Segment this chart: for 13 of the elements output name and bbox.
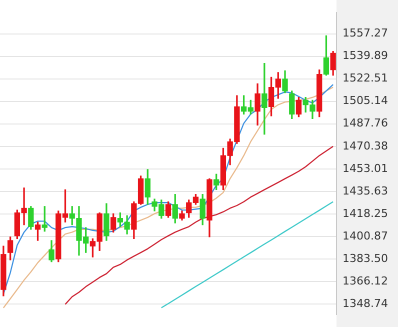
y-tick-label: 1348.74 — [342, 296, 388, 310]
y-tick-label: 1522.51 — [342, 72, 388, 85]
y-tick-label: 1539.89 — [342, 49, 388, 62]
y-tick-label: 1487.76 — [342, 116, 388, 130]
y-tick-label: 1366.12 — [342, 274, 388, 288]
y-tick-label: 1435.63 — [342, 184, 388, 198]
y-tick-label: 1557.27 — [342, 26, 388, 40]
y-tick-label: 1470.38 — [342, 139, 388, 152]
y-tick-label: 1505.14 — [342, 94, 388, 108]
y-tick-label: 1400.87 — [342, 229, 388, 242]
y-tick-label: 1453.01 — [342, 162, 388, 175]
y-tick-label: 1418.25 — [342, 206, 388, 220]
y-tick-label: 1383.50 — [342, 252, 388, 265]
